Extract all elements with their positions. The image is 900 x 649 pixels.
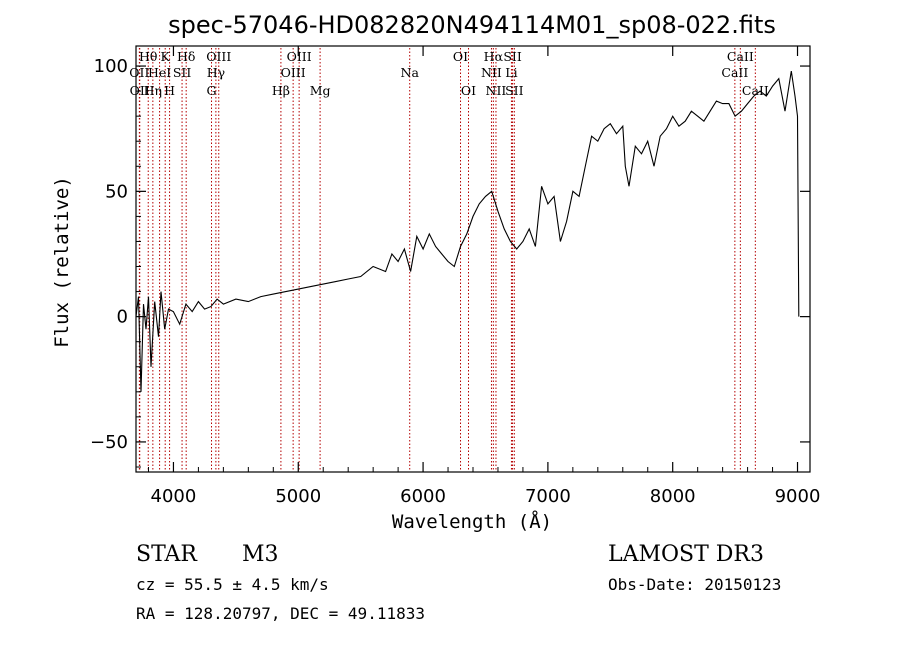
object-class: STAR bbox=[136, 542, 198, 567]
y-axis-label: Flux (relative) bbox=[51, 176, 73, 348]
line-marker-label: OIII bbox=[287, 49, 312, 64]
y-tick-label: 50 bbox=[105, 181, 128, 202]
line-marker-label: Mg bbox=[310, 83, 331, 98]
line-marker-label: SII bbox=[505, 83, 524, 98]
line-marker-label: SII bbox=[503, 49, 522, 64]
line-marker-label: NII bbox=[486, 83, 507, 98]
y-axis-ticks: −50 0 50 100 bbox=[90, 56, 810, 468]
line-marker-label: OIII bbox=[206, 49, 231, 64]
line-marker-label: Hη bbox=[144, 83, 162, 98]
line-marker-label: Li bbox=[505, 65, 517, 80]
x-axis-ticks: 4000 5000 6000 7000 8000 9000 bbox=[147, 46, 821, 507]
line-marker-label: CaII bbox=[742, 83, 769, 98]
plot-frame bbox=[135, 45, 811, 473]
line-marker-label: OII bbox=[130, 83, 150, 98]
line-marker-label: OII bbox=[129, 65, 149, 80]
line-marker-label: OI bbox=[461, 83, 476, 98]
line-marker-label: OI bbox=[453, 49, 468, 64]
chart-title: spec-57046-HD082820N494114M01_sp08-022.f… bbox=[168, 11, 776, 39]
spectrum-line bbox=[135, 71, 800, 392]
x-tick-label: 8000 bbox=[650, 486, 696, 507]
x-tick-label: 6000 bbox=[400, 486, 446, 507]
line-marker-label: SII bbox=[173, 65, 192, 80]
y-tick-label: 0 bbox=[117, 307, 128, 328]
line-marker-label: Hβ bbox=[272, 83, 290, 98]
object-subclass: M3 bbox=[242, 542, 279, 567]
x-tick-label: 4000 bbox=[151, 486, 197, 507]
line-marker-label: G bbox=[207, 83, 217, 98]
line-marker-label: Na bbox=[401, 65, 420, 80]
line-marker-label: HeI bbox=[148, 65, 171, 80]
y-tick-label: 100 bbox=[94, 56, 128, 77]
x-tick-label: 9000 bbox=[775, 486, 821, 507]
line-marker-label: CaII bbox=[721, 65, 748, 80]
y-tick-label: −50 bbox=[90, 432, 128, 453]
redshift-value: cz = 55.5 ± 4.5 km/s bbox=[136, 575, 329, 594]
line-marker-label: K bbox=[161, 49, 171, 64]
line-marker-label: Hγ bbox=[207, 65, 225, 80]
x-tick-label: 7000 bbox=[525, 486, 571, 507]
x-tick-label: 5000 bbox=[275, 486, 321, 507]
line-marker-label: Hδ bbox=[177, 49, 195, 64]
line-marker-label: CaII bbox=[727, 49, 754, 64]
observation-date: Obs-Date: 20150123 bbox=[608, 575, 781, 594]
line-marker-label: Hθ bbox=[139, 49, 157, 64]
survey-name: LAMOST DR3 bbox=[608, 542, 764, 567]
x-axis-label: Wavelength (Å) bbox=[392, 510, 552, 533]
line-marker-label: NII bbox=[481, 65, 502, 80]
line-marker-label: Hα bbox=[484, 49, 504, 64]
spectral-line-markers bbox=[138, 48, 756, 472]
line-marker-label: H bbox=[164, 83, 175, 98]
line-marker-label: OIII bbox=[281, 65, 306, 80]
coordinates: RA = 128.20797, DEC = 49.11833 bbox=[136, 604, 425, 623]
